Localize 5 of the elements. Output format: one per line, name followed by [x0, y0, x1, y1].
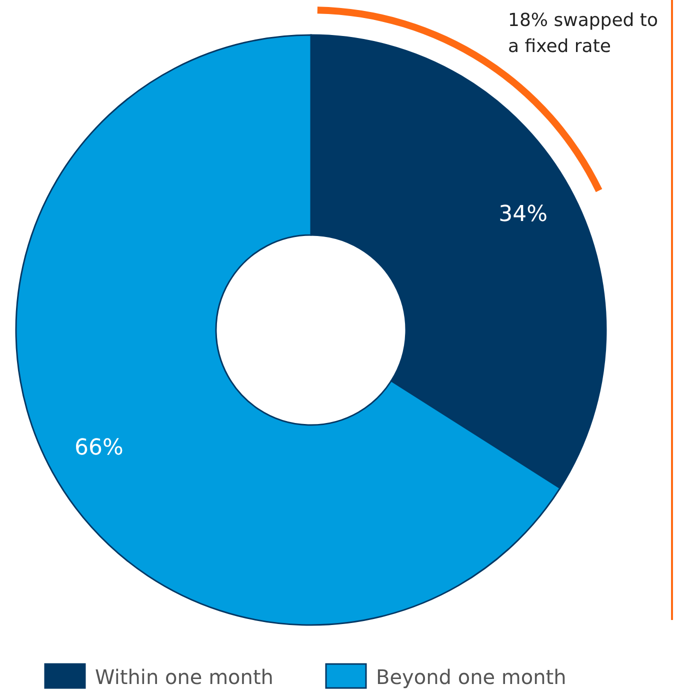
data-label: 34% [498, 202, 548, 228]
legend-label: Beyond one month [376, 665, 566, 689]
data-label: 66% [74, 435, 124, 460]
text: 18% swapped to a fixed rate [508, 10, 658, 57]
legend-label: Within one month [95, 665, 274, 689]
